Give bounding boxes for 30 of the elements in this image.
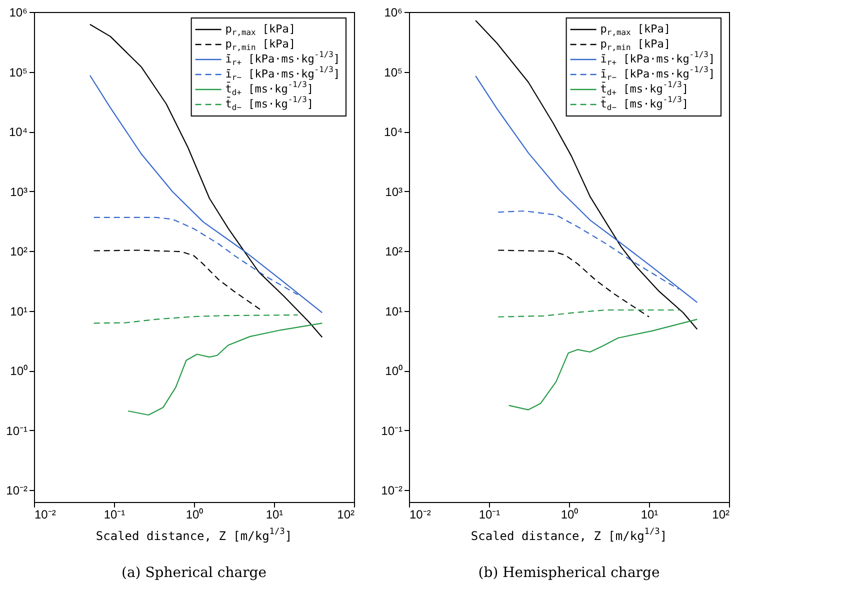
text: (a) Spherical charge	[121, 565, 267, 581]
y-tick-label: 10⁵	[384, 65, 403, 80]
y-tick-label: 10⁴	[384, 125, 402, 140]
y-tick-label: 10³	[10, 184, 28, 199]
x-tick-label: 10⁻¹	[104, 508, 126, 522]
y-tick-label: 10¹	[10, 304, 28, 318]
x-tick-label: 10⁻²	[410, 508, 431, 522]
text: (b) Hemispherical charge	[478, 565, 660, 581]
y-tick-label: 10⁻¹	[6, 424, 28, 438]
x-tick-label: 10²	[337, 508, 355, 522]
y-tick-label: 10⁰	[10, 364, 28, 378]
x-tick-label: 10⁻²	[34, 508, 56, 522]
y-tick-label: 10⁵	[9, 65, 28, 80]
x-tick-label: 10⁰	[186, 508, 204, 522]
y-tick-label: 10⁰	[385, 364, 402, 378]
y-tick-label: 10⁻¹	[381, 424, 403, 438]
y-tick-label: 10⁻²	[6, 484, 28, 498]
x-tick-label: 10⁰	[560, 508, 578, 522]
x-tick-label: 10¹	[266, 508, 284, 522]
y-tick-label: 10⁶	[9, 6, 28, 20]
x-tick-label: 10⁻¹	[478, 508, 500, 522]
x-tick-label: 10¹	[640, 508, 658, 522]
y-tick-label: 10⁻²	[381, 484, 403, 498]
y-tick-label: 10²	[10, 244, 28, 259]
y-tick-label: 10⁴	[8, 125, 28, 140]
y-tick-label: 10¹	[385, 304, 403, 318]
y-tick-label: 10²	[385, 244, 403, 259]
x-tick-label: 10²	[712, 508, 730, 522]
y-tick-label: 10⁶	[384, 6, 403, 20]
y-tick-label: 10³	[385, 184, 403, 199]
